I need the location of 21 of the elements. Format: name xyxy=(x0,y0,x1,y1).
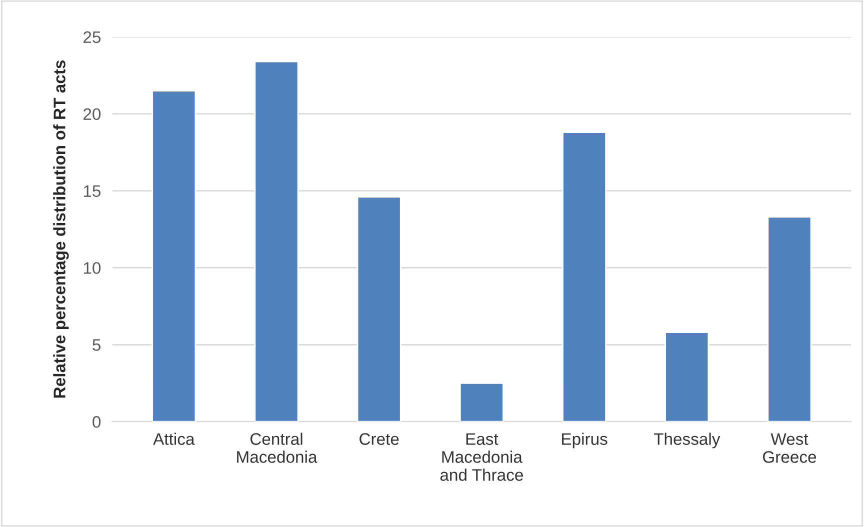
x-tick-label: West Greece xyxy=(762,433,816,463)
y-tick-label: 0 xyxy=(92,416,101,428)
x-tick-label: Epirus xyxy=(562,432,608,448)
bar xyxy=(767,216,812,422)
y-tick-label: 5 xyxy=(92,339,101,351)
y-tick-label: 10 xyxy=(84,262,101,274)
bar xyxy=(664,332,710,422)
y-axis-title: Relative percentage distribution of RT acts xyxy=(53,60,69,398)
y-tick-label: 20 xyxy=(84,108,101,120)
bar xyxy=(254,60,299,422)
y-tick-label: 25 xyxy=(84,31,101,44)
x-tick-label: Crete xyxy=(360,433,399,445)
bar xyxy=(459,382,504,422)
y-tick-label: 15 xyxy=(84,185,101,197)
bar xyxy=(562,132,607,422)
bar xyxy=(152,90,196,422)
bar xyxy=(356,196,402,422)
x-tick-label: Attica xyxy=(153,432,195,445)
x-tick-label: Central Macedonia xyxy=(237,432,318,463)
x-tick-label: Thessaly xyxy=(654,432,720,448)
x-tick-label: East Macedonia and Thrace xyxy=(440,433,523,481)
